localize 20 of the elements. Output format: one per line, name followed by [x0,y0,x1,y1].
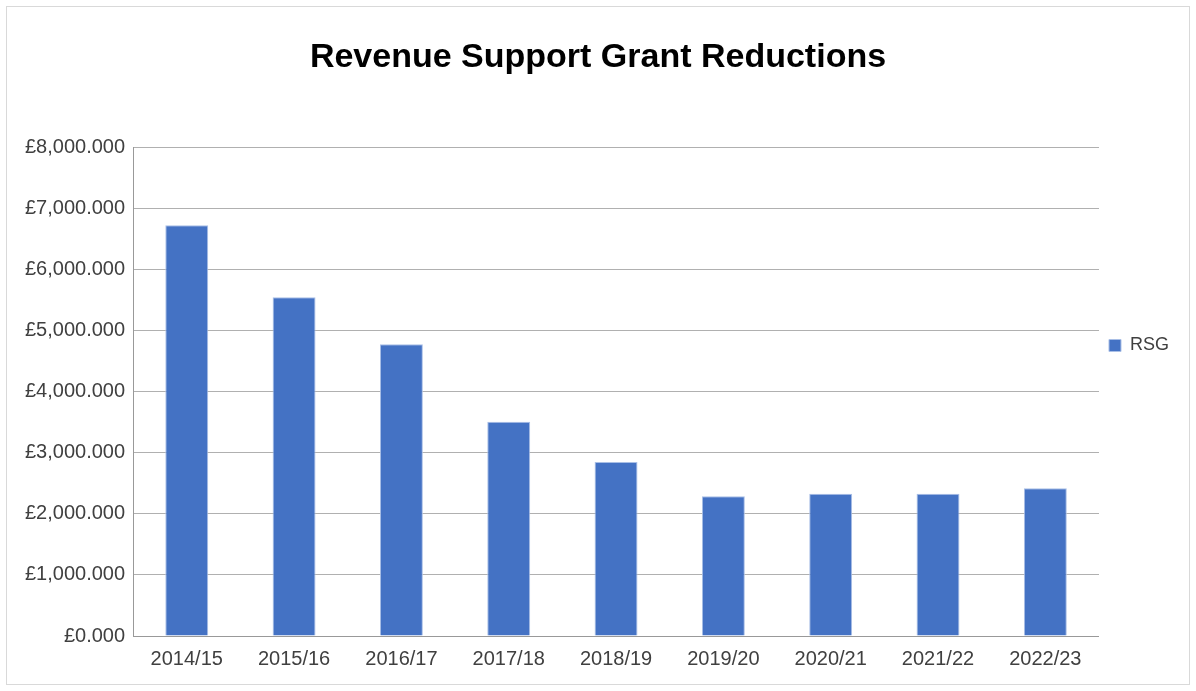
chart-title: Revenue Support Grant Reductions [309,35,887,74]
y-tick-label: £4,000.000 [24,379,126,402]
x-tick-label: 2018/19 [579,646,653,669]
y-tick-label: £5,000.000 [24,318,126,341]
y-tick-label: £2,000.000 [24,501,126,524]
y-tick-label: £3,000.000 [24,440,126,463]
y-tick-label: £6,000.000 [24,257,126,280]
x-tick-label: 2014/15 [150,646,223,669]
x-tick-label: 2017/18 [472,646,545,669]
y-tick-label: £8,000.000 [24,135,126,158]
x-tick-label: 2016/17 [365,646,438,669]
x-tick-label: 2021/22 [901,646,975,669]
x-tick-label: 2015/16 [257,646,331,669]
y-tick-label: £1,000.000 [24,562,126,585]
legend-label: RSG [1129,334,1170,355]
x-tick-label: 2022/23 [1009,646,1082,669]
x-tick-label: 2020/21 [794,646,867,669]
x-tick-label: 2019/20 [687,646,760,669]
y-tick-label: £7,000.000 [24,196,126,219]
y-tick-label: £0.000 [63,623,126,646]
